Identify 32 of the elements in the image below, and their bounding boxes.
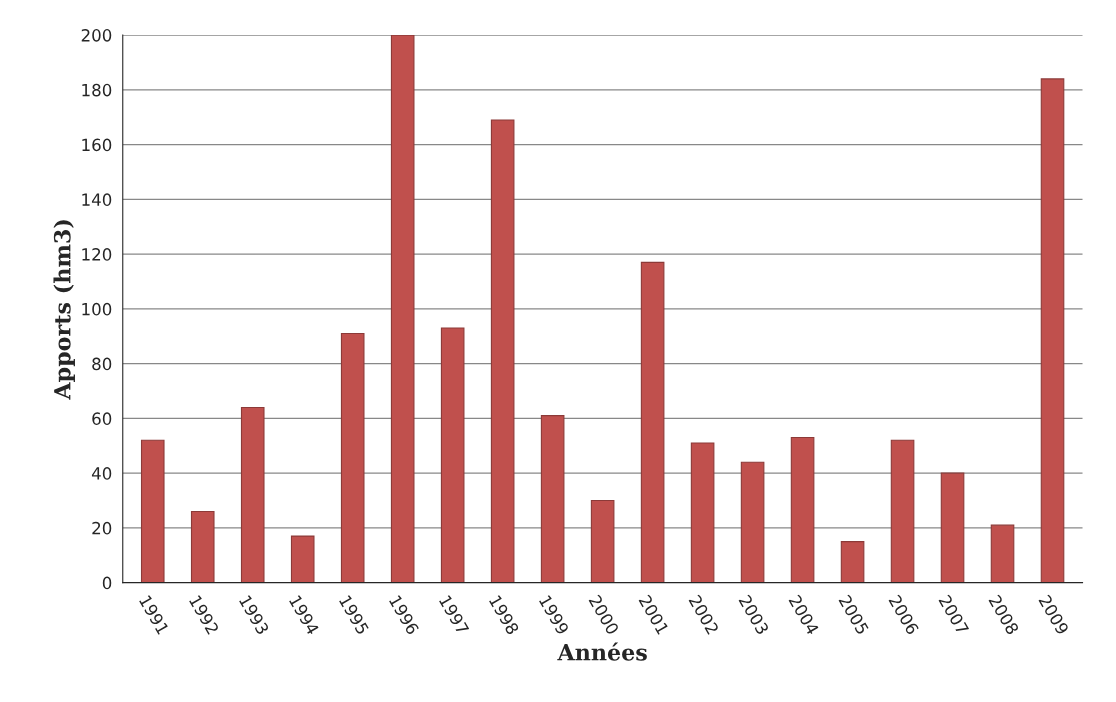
y-tick-label: 80 [92, 357, 112, 371]
bar [740, 461, 765, 583]
bar [340, 332, 365, 583]
y-tick-label: 40 [91, 467, 112, 480]
bar [240, 406, 265, 583]
bar [640, 261, 665, 583]
bar [590, 499, 615, 583]
bar [890, 439, 915, 583]
y-tick-label: 0 [102, 576, 112, 590]
bar [840, 541, 865, 583]
y-tick-label: 100 [82, 302, 112, 316]
y-tick-label: 120 [82, 248, 112, 261]
bar [690, 442, 715, 583]
y-tick-label: 20 [92, 521, 112, 535]
bar [540, 415, 565, 583]
bar [440, 327, 465, 583]
bar [940, 472, 965, 583]
y-tick-label: 180 [82, 83, 112, 97]
bar [190, 510, 215, 583]
bar [140, 439, 165, 583]
bar [290, 535, 315, 583]
bar [1040, 78, 1065, 583]
x-axis-title: Années [557, 642, 647, 661]
y-tick-label: 160 [82, 138, 112, 152]
bar [490, 119, 515, 583]
bar [990, 524, 1015, 583]
y-tick-label: 140 [82, 193, 112, 206]
y-tick-label: 60 [92, 412, 112, 425]
bar [790, 437, 815, 583]
bar [390, 35, 415, 583]
y-axis-title: Apports (hm3) [53, 220, 75, 400]
y-tick-label: 200 [81, 29, 112, 42]
